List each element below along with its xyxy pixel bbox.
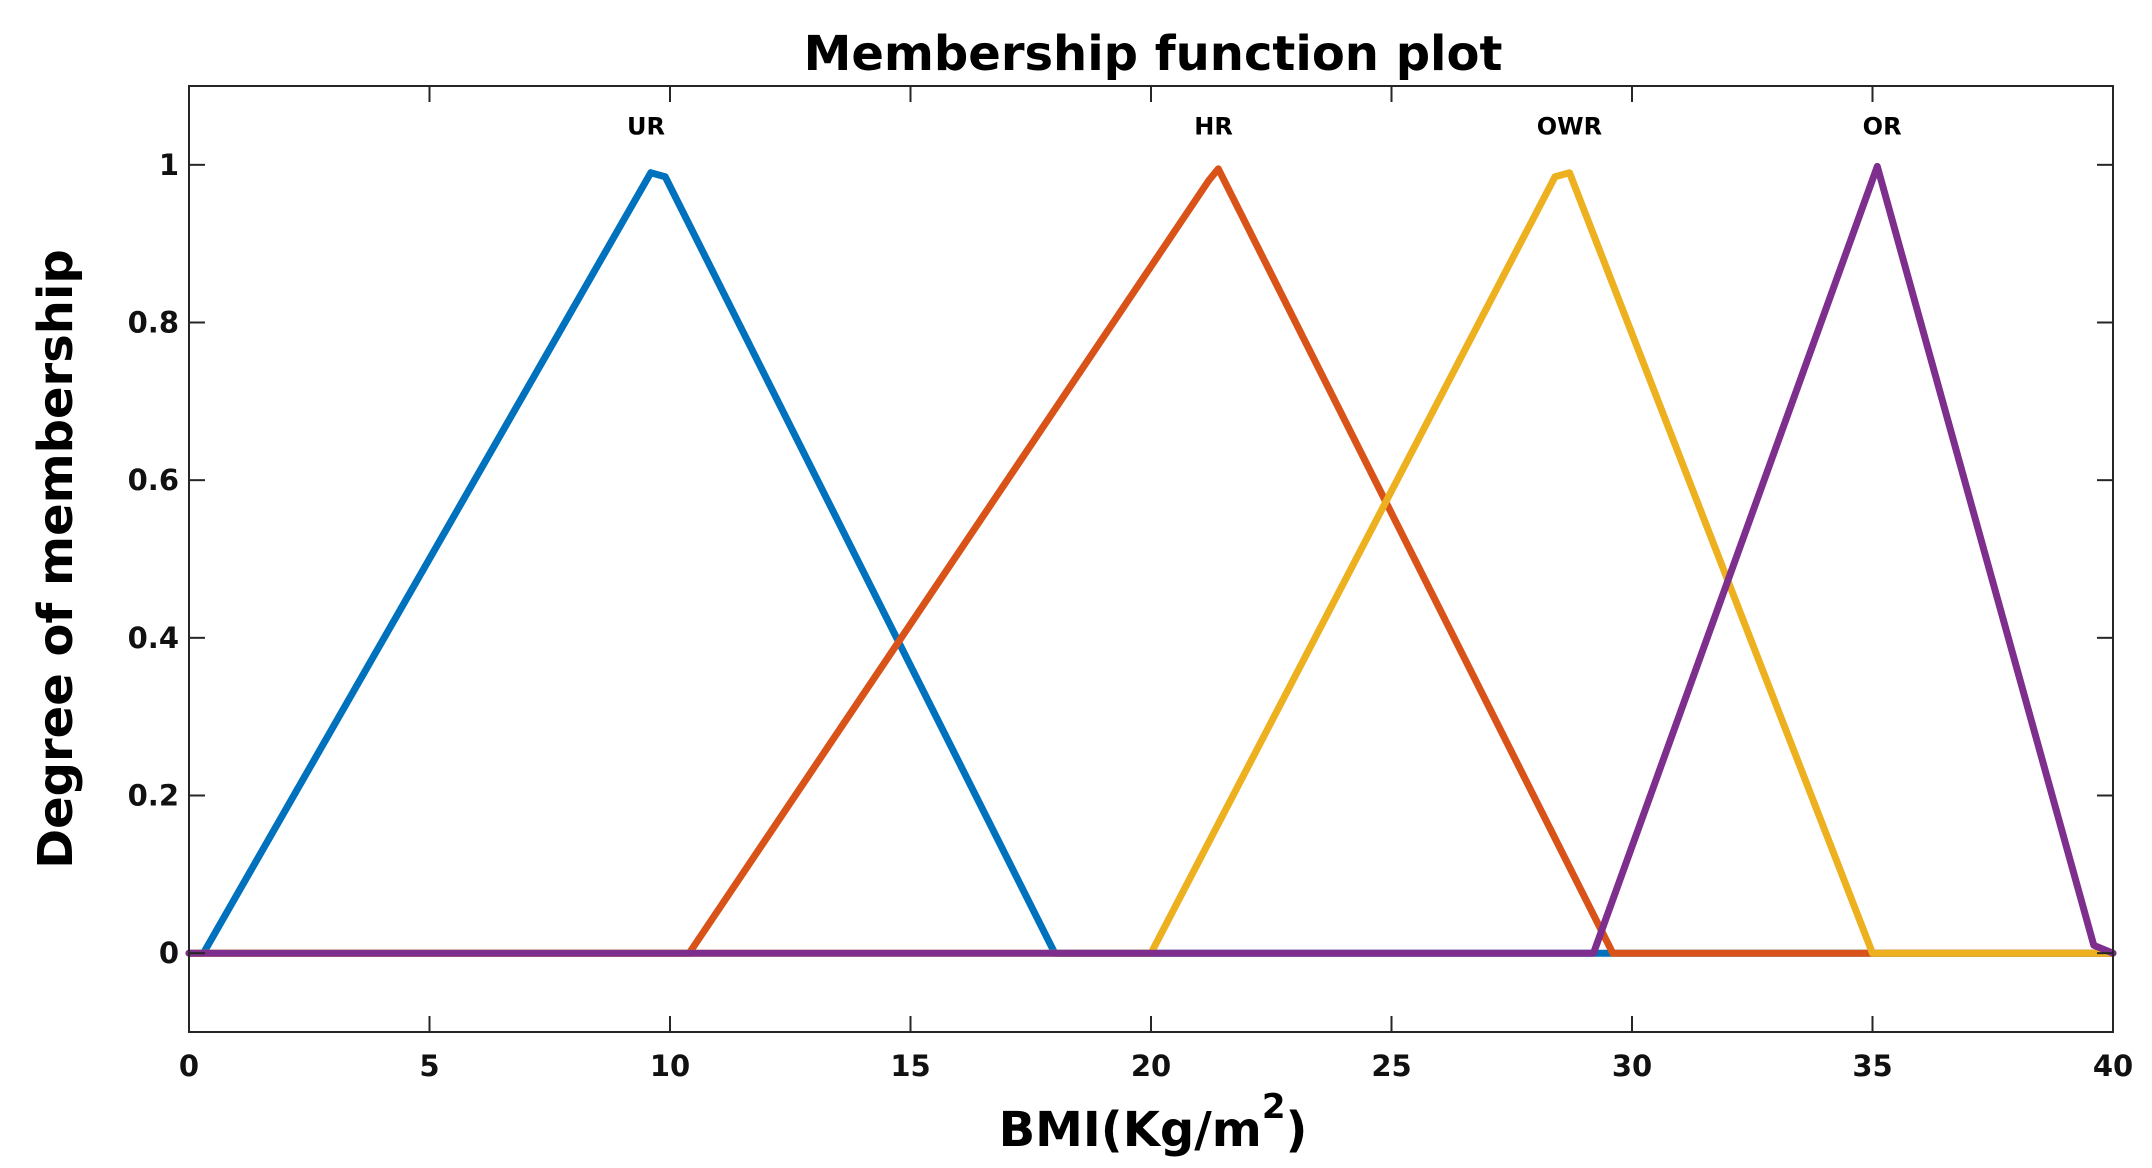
x-tick-label: 15	[890, 1049, 930, 1083]
y-axis-label: Degree of membership	[28, 249, 84, 869]
y-tick-label: 0.2	[128, 779, 179, 813]
x-tick-label: 35	[1852, 1049, 1892, 1083]
x-axis-label-close: )	[1285, 1102, 1307, 1158]
x-axis-label-superscript: 2	[1262, 1087, 1286, 1127]
series-line-owr	[185, 169, 2117, 957]
y-tick-label: 0.4	[128, 621, 179, 655]
y-tick-label: 0	[159, 936, 179, 970]
mf-label-or: OR	[1863, 112, 1902, 140]
mf-label-layer: UR HR OWR OR	[627, 112, 1902, 140]
x-tick-label: 40	[2093, 1049, 2133, 1083]
y-tick-labels: 0 0.2 0.4 0.6 0.8 1	[128, 148, 179, 970]
tick-layer	[188, 86, 2114, 1032]
mf-label-ur: UR	[627, 112, 665, 140]
x-tick-label: 30	[1612, 1049, 1652, 1083]
x-tick-label: 20	[1131, 1049, 1171, 1083]
x-tick-label: 5	[419, 1049, 439, 1083]
series-layer	[185, 162, 2117, 957]
x-tick-label: 0	[179, 1049, 199, 1083]
plot-frame	[188, 85, 2114, 1033]
mf-label-hr: HR	[1194, 112, 1233, 140]
x-axis-label-main: BMI(Kg/m	[999, 1102, 1262, 1158]
mf-label-owr: OWR	[1537, 112, 1602, 140]
x-tick-labels: 0 5 10 15 20 25 30 35 40	[179, 1049, 2133, 1083]
chart-title: Membership function plot	[804, 26, 1503, 82]
y-tick-label: 1	[159, 148, 179, 182]
series-line-or	[185, 162, 2117, 957]
x-tick-label: 10	[650, 1049, 690, 1083]
x-tick-label: 25	[1371, 1049, 1411, 1083]
y-tick-label: 0.6	[128, 463, 179, 497]
x-axis-label: BMI(Kg/m2)	[999, 1087, 1308, 1158]
y-tick-label: 0.8	[128, 306, 179, 340]
